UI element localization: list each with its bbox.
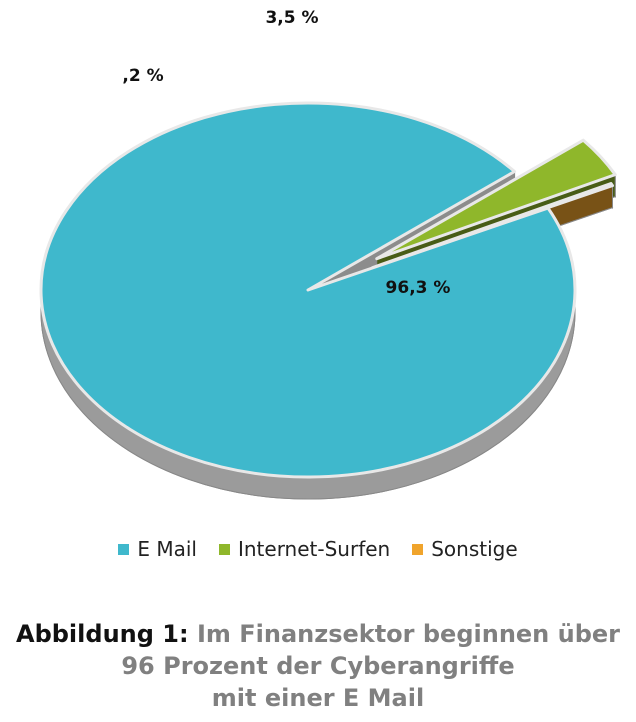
slice-label-sonstige: ,2 % [122, 66, 163, 86]
legend-swatch-email [118, 543, 130, 555]
pie-slice-sonstige [371, 182, 614, 270]
legend-swatch-internet [218, 543, 230, 555]
legend-label-email: E Mail [137, 537, 197, 561]
pie-slice-email [39, 101, 577, 479]
legend-item-internet[interactable]: Internet-Surfen [218, 537, 391, 561]
caption-line-3: mit einer E Mail [211, 684, 425, 712]
slice-label-internet: 3,5 % [265, 8, 318, 28]
pie-slice-internet [375, 138, 617, 261]
legend-swatch-sonstige [412, 543, 424, 555]
figure-caption: Abbildung 1: Im Finanzsektor beginnen üb… [0, 618, 636, 714]
caption-lead: Abbildung 1: [16, 620, 189, 648]
caption-line-1: Abbildung 1: Im Finanzsektor beginnen üb… [0, 618, 636, 650]
legend-item-email[interactable]: E Mail [118, 537, 197, 561]
legend-label-sonstige: Sonstige [431, 537, 518, 561]
legend-item-sonstige[interactable]: Sonstige [412, 537, 518, 561]
caption-text-1: Im Finanzsektor beginnen über [196, 620, 620, 648]
legend: E Mail Internet-Surfen Sonstige [0, 537, 636, 561]
pie-chart: 96,3 % 3,5 % ,2 % [39, 8, 617, 500]
slice-label-email: 96,3 % [386, 278, 451, 298]
caption-line-2: 96 Prozent der Cyberangriffe [121, 652, 515, 680]
legend-label-internet: Internet-Surfen [237, 537, 391, 561]
